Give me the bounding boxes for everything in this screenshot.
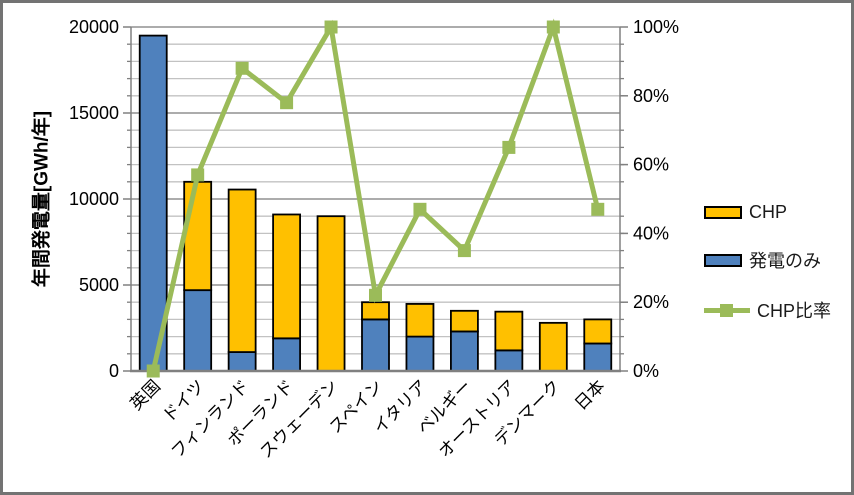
bar-generation-only — [405, 335, 435, 372]
y-right-tick-label: 0% — [633, 361, 659, 381]
legend-item-generation-only: 発電のみ — [704, 247, 831, 273]
y-left-tick-label: 0 — [109, 361, 119, 381]
bar-chp — [361, 301, 390, 321]
chp-ratio-marker — [146, 364, 160, 378]
generation-only-series-swatch-icon — [704, 253, 742, 267]
legend-label-chp: CHP — [749, 202, 788, 222]
y-right-tick-label: 60% — [633, 155, 669, 175]
bar-generation-only — [494, 349, 524, 372]
y-axis-title: 年間発電量[GWh/年] — [31, 110, 53, 288]
chp-ratio-marker — [546, 20, 560, 34]
bar-generation-only — [583, 342, 613, 372]
bar-chp — [583, 318, 613, 345]
y-left-tick-label: 5000 — [79, 275, 119, 295]
chp-series-swatch-icon — [704, 206, 742, 219]
chp-ratio-marker — [413, 202, 427, 216]
bar-chp — [316, 215, 346, 372]
bar-chp — [538, 321, 568, 372]
y-right-tick-label: 100% — [633, 17, 679, 37]
chp-ratio-marker — [457, 244, 471, 258]
chp-ratio-marker — [191, 168, 205, 182]
y-right-tick-label: 20% — [633, 292, 669, 312]
bar-generation-only — [183, 289, 213, 372]
chp-ratio-marker-glyph — [720, 303, 733, 317]
y-left-tick-label: 20000 — [69, 17, 119, 37]
legend-item-chp: CHP — [704, 202, 831, 223]
x-category-label: スウェーデン — [256, 376, 342, 462]
legend-label-chp-ratio: CHP比率 — [757, 301, 832, 321]
y-right-tick-label: 40% — [633, 223, 669, 243]
chp-ratio-marker — [324, 20, 338, 34]
x-category-label: 日本 — [571, 376, 608, 413]
bar-generation-only — [272, 337, 301, 372]
chp-ratio-marker — [369, 288, 382, 302]
chart-canvas: 0 5000 10000 15000 20000 0% 20% 40% 60% 80% 100% 英国… — [69, 17, 679, 462]
bar-chp — [450, 309, 479, 333]
bar-generation-only — [361, 318, 390, 372]
legend-item-chp-ratio: CHP比率 — [704, 297, 831, 323]
y-left-tick-label: 10000 — [69, 189, 119, 209]
legend: CHP 発電のみ CHP比率 — [704, 202, 831, 323]
bar-chp — [183, 180, 213, 292]
bar-chp — [494, 310, 524, 352]
bar-chp — [405, 303, 435, 338]
bar-generation-only — [227, 351, 257, 372]
bar-chp — [272, 213, 301, 340]
bar-chp — [227, 188, 257, 353]
legend-label-generation-only: 発電のみ — [749, 251, 821, 271]
chp-ratio-marker — [591, 202, 605, 216]
chp-ratio-marker — [235, 61, 249, 75]
bar-generation-only — [450, 330, 479, 372]
chp-ratio-marker — [280, 96, 294, 110]
y-right-tick-label: 80% — [633, 86, 669, 106]
chp-ratio-series-swatch-icon — [704, 303, 750, 317]
x-category-label: 英国 — [127, 376, 164, 413]
chp-ratio-marker — [502, 140, 516, 154]
y-left-tick-label: 15000 — [69, 103, 119, 123]
